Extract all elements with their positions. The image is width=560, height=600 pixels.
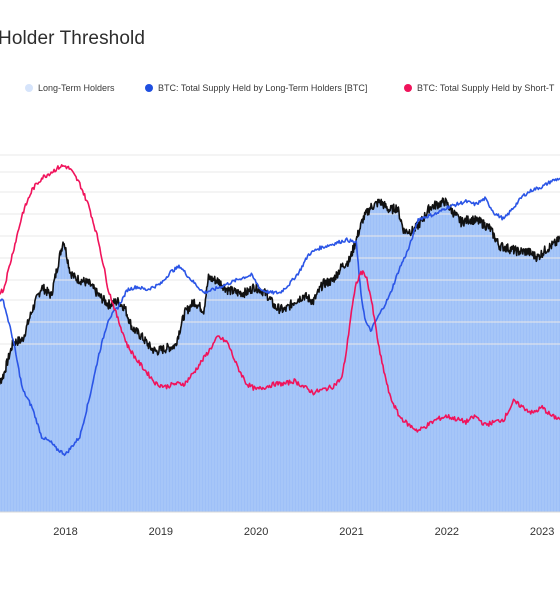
legend-item-long-term-holders[interactable]: Long-Term Holders bbox=[25, 83, 115, 93]
x-tick-label-2021: 2021 bbox=[339, 526, 363, 538]
x-tick-label-2022: 2022 bbox=[435, 526, 459, 538]
legend-label-lth-supply: BTC: Total Supply Held by Long-Term Hold… bbox=[158, 83, 368, 93]
x-tick-label-2023: 2023 bbox=[530, 526, 554, 538]
lth-supply-line bbox=[0, 177, 560, 457]
price-area bbox=[0, 198, 560, 512]
legend-marker-sth-supply bbox=[404, 84, 412, 92]
sth-supply-line bbox=[0, 164, 560, 433]
legend-item-sth-supply[interactable]: BTC: Total Supply Held by Short-T bbox=[404, 83, 554, 93]
legend-marker-long-term-holders bbox=[25, 84, 33, 92]
x-tick-label-2019: 2019 bbox=[149, 526, 173, 538]
chart-title: Holder Threshold bbox=[0, 28, 145, 49]
legend-item-lth-supply[interactable]: BTC: Total Supply Held by Long-Term Hold… bbox=[145, 83, 367, 93]
x-tick-label-2018: 2018 bbox=[53, 526, 77, 538]
legend-label-sth-supply: BTC: Total Supply Held by Short-T bbox=[417, 83, 555, 93]
legend-marker-lth-supply bbox=[145, 84, 153, 92]
x-tick-label-2020: 2020 bbox=[244, 526, 268, 538]
price-line bbox=[0, 197, 560, 385]
legend-label-long-term-holders: Long-Term Holders bbox=[38, 83, 115, 93]
legend: Long-Term Holders BTC: Total Supply Held… bbox=[0, 83, 560, 97]
